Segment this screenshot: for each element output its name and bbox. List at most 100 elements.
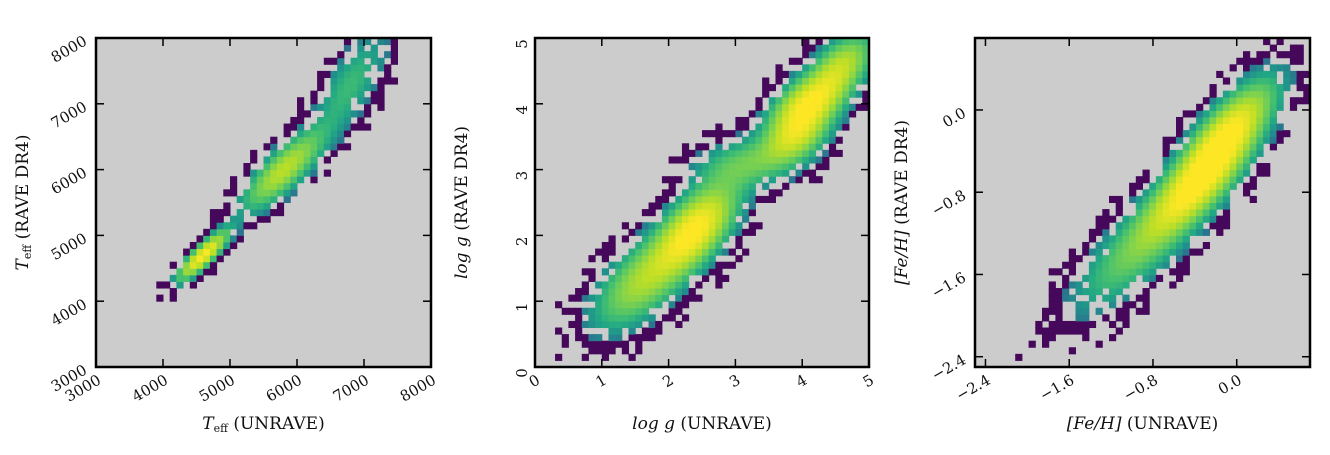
heatmap-cell <box>842 44 850 52</box>
heatmap-cell <box>648 209 656 217</box>
heatmap-cell <box>688 248 696 256</box>
heatmap-cell <box>795 97 803 105</box>
heatmap-cell <box>270 189 278 197</box>
heatmap-cell <box>1289 70 1298 78</box>
heatmap-cell <box>1068 248 1076 256</box>
heatmap-cell <box>762 182 770 190</box>
y-tick-label: 1 <box>513 302 531 312</box>
heatmap-cell <box>855 57 863 65</box>
heatmap-cell <box>1269 84 1277 92</box>
heatmap-cell <box>1202 163 1210 171</box>
heatmap-cell <box>628 353 636 361</box>
heatmap-cell <box>782 123 790 131</box>
heatmap-cell <box>1082 274 1090 282</box>
heatmap-cell <box>635 340 643 348</box>
heatmap-cell <box>762 156 770 164</box>
heatmap-cell <box>835 44 843 52</box>
heatmap-cell <box>808 64 817 72</box>
heatmap-cell <box>668 202 676 210</box>
heatmap-cell <box>1236 136 1244 144</box>
heatmap-cell <box>648 222 656 230</box>
heatmap-cell <box>795 176 803 184</box>
heatmap-cell <box>668 222 676 230</box>
heatmap-cell <box>1176 222 1184 230</box>
heatmap-cell <box>655 222 663 230</box>
heatmap-cell <box>615 327 623 335</box>
heatmap-cell <box>1176 235 1184 243</box>
heatmap-cell <box>708 241 716 250</box>
y-tick-label: −0.8 <box>928 186 969 220</box>
heatmap-cell <box>615 261 623 269</box>
heatmap-cell <box>708 222 716 230</box>
heatmap-cell <box>1269 123 1277 131</box>
heatmap-cell <box>1269 103 1277 111</box>
heatmap-cell <box>1115 261 1123 269</box>
heatmap-cell <box>688 288 696 296</box>
heatmap-cell <box>297 110 305 118</box>
heatmap-cell <box>748 143 756 151</box>
heatmap-cell <box>1162 255 1170 263</box>
heatmap-cell <box>236 195 244 203</box>
heatmap-cell <box>1122 314 1130 322</box>
heatmap-cell <box>575 294 583 302</box>
heatmap-cell <box>702 261 710 269</box>
heatmap-cell <box>189 255 197 263</box>
heatmap-cell <box>1102 281 1110 289</box>
heatmap-cell <box>575 327 583 335</box>
heatmap-cell <box>1088 320 1097 329</box>
heatmap-cell <box>815 38 823 46</box>
heatmap-cell <box>1169 268 1177 276</box>
heatmap-cell <box>189 248 197 256</box>
heatmap-cell <box>762 149 770 157</box>
heatmap-cell <box>1222 90 1231 98</box>
heatmap-cell <box>641 288 650 296</box>
heatmap-cell <box>635 347 643 355</box>
heatmap-cell <box>588 268 596 276</box>
heatmap-cell <box>384 38 392 46</box>
heatmap-cell <box>862 64 870 72</box>
heatmap-cell <box>802 90 810 98</box>
heatmap-cell <box>303 156 311 164</box>
heatmap-cell <box>256 195 264 203</box>
heatmap-cell <box>1149 189 1157 197</box>
heatmap-cell <box>1283 64 1291 72</box>
heatmap-cell <box>1129 274 1137 282</box>
heatmap-cell <box>1303 70 1311 78</box>
heatmap-cell <box>748 130 756 138</box>
heatmap-cell <box>209 268 218 276</box>
heatmap-cell <box>1256 103 1264 111</box>
heatmap-cell <box>588 274 596 282</box>
heatmap-cell <box>1176 228 1184 236</box>
heatmap-cell <box>855 51 863 59</box>
heatmap-cell <box>1202 110 1210 118</box>
heatmap-cell <box>1082 327 1090 335</box>
heatmap-cell <box>1122 261 1130 269</box>
heatmap-cell <box>1189 156 1197 164</box>
heatmap-cell <box>822 51 830 59</box>
heatmap-cell <box>1169 222 1177 230</box>
heatmap-cell <box>1283 77 1291 85</box>
heatmap-cell <box>183 268 191 276</box>
heatmap-cell <box>330 123 338 131</box>
heatmap-cell <box>1263 116 1271 125</box>
y-tick-label: 6000 <box>48 163 90 198</box>
heatmap-cell <box>788 130 797 138</box>
heatmap-cell <box>1222 215 1231 223</box>
heatmap-cell <box>1236 130 1244 138</box>
heatmap-cell <box>330 57 338 65</box>
heatmap-cell <box>1102 215 1110 223</box>
heatmap-cell <box>250 222 258 230</box>
heatmap-cell <box>1102 209 1110 217</box>
heatmap-cell <box>1055 288 1063 296</box>
heatmap-cell <box>848 90 857 98</box>
y-tick-label: 5000 <box>48 229 90 264</box>
heatmap-cell <box>390 57 398 65</box>
heatmap-cell <box>1269 77 1277 85</box>
heatmap-cell <box>1263 123 1271 131</box>
heatmap-cell <box>748 169 756 177</box>
heatmap-cell <box>169 261 177 269</box>
heatmap-cell <box>357 44 365 52</box>
heatmap-cell <box>828 64 837 72</box>
heatmap-cell <box>735 169 743 177</box>
y-tick-label: 4 <box>513 105 531 115</box>
